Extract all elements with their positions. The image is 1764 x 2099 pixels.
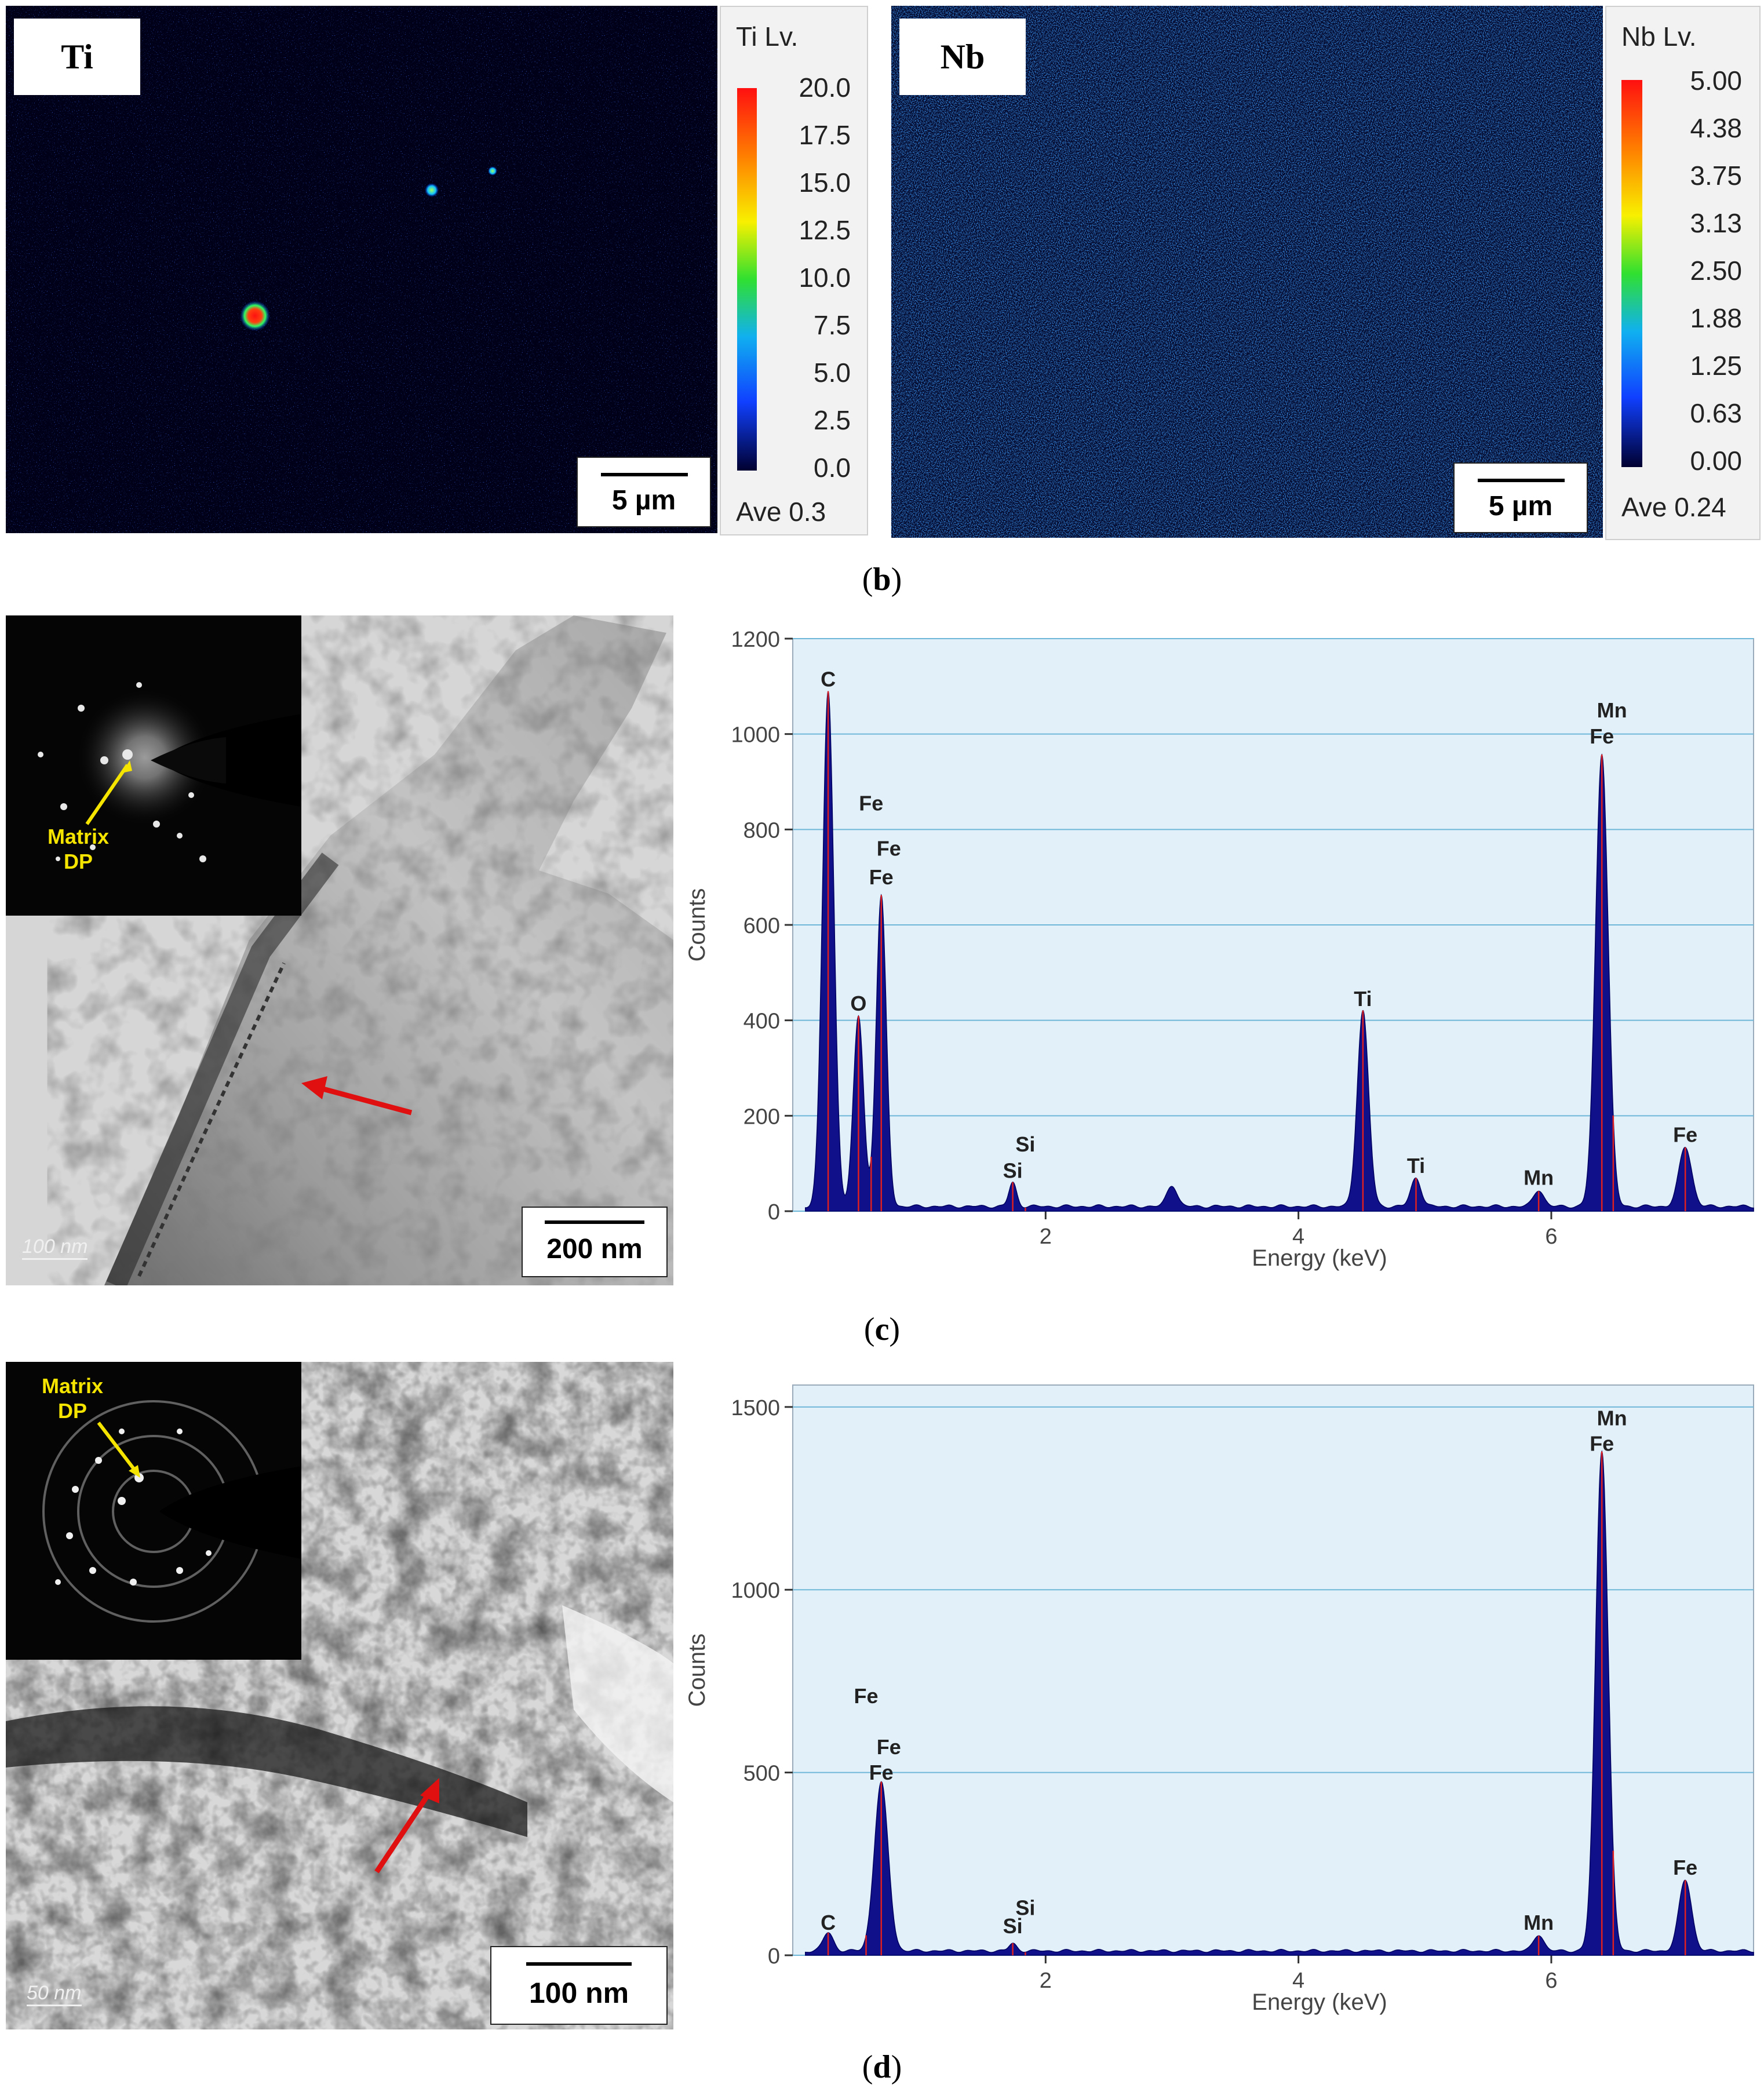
y-axis-label: Counts	[684, 888, 710, 962]
peak-label: Fe	[1673, 1123, 1697, 1147]
ti-average-value: Ave 0.3	[736, 497, 826, 527]
nb-colorbar-tick: 0.63	[1690, 398, 1742, 428]
peak-label: O	[850, 992, 866, 1015]
x-tick-label: 6	[1545, 1969, 1557, 1993]
peak-label: Si	[1015, 1132, 1035, 1156]
x-tick-label: 2	[1040, 1225, 1052, 1249]
sad-inset-d: Matrix DP	[6, 1362, 301, 1660]
sad-inset-c: Matrix DP	[6, 615, 301, 916]
x-tick-label: 4	[1292, 1969, 1304, 1993]
peak-label: Si	[1003, 1158, 1023, 1182]
tem-image-c: Matrix DP 100 nm 200 nm	[6, 615, 673, 1285]
peak-label: C	[821, 667, 836, 691]
peak-label: Ti	[1407, 1154, 1425, 1178]
y-tick-label: 200	[743, 1105, 780, 1129]
x-tick-label: 6	[1545, 1225, 1557, 1249]
peak-label: Fe	[869, 865, 894, 889]
spectrum-series	[805, 1450, 1754, 1956]
ti-colorbar-tick: 15.0	[799, 167, 851, 198]
y-tick-label: 600	[743, 914, 780, 938]
peak-label: Fe	[859, 791, 883, 815]
ti-colorbar-tick: 17.5	[799, 120, 851, 150]
peak-label: C	[821, 1911, 836, 1934]
nb-colorbar-tick: 1.25	[1690, 351, 1742, 381]
scale-bar-d: 100 nm	[490, 1946, 668, 2025]
ti-map-image: Ti 5 µm	[6, 6, 717, 533]
spectrum-series	[805, 691, 1754, 1212]
y-axis-label: Counts	[684, 1634, 710, 1707]
dark-band-d	[6, 1706, 527, 1837]
instrument-scale-c: 100 nm	[22, 1236, 88, 1260]
peak-label: Mn	[1597, 698, 1627, 722]
nb-colorbar-title: Nb Lv.	[1621, 21, 1697, 52]
ti-scale-bar: 5 µm	[577, 457, 711, 527]
ti-colorbar-tick: 5.0	[814, 358, 851, 388]
red-arrow-d	[374, 1778, 439, 1874]
peak-label: Si	[1015, 1896, 1035, 1920]
peak-label: Ti	[1354, 987, 1372, 1011]
tem-image-d: Matrix DP 50 nm 100 nm	[6, 1362, 673, 2029]
ti-colorbar-tick: 20.0	[799, 72, 851, 103]
y-tick-label: 0	[768, 1200, 780, 1225]
eds-spectrum-c: 0 200 400 600 800 1000 1200 2 4 6 Energy (keV) Coun…	[675, 615, 1758, 1285]
ti-colorbar-tick: 7.5	[814, 310, 851, 340]
peak-label: Mn	[1524, 1911, 1554, 1934]
peak-label: Si	[1003, 1914, 1023, 1938]
y-tick-label: 1200	[731, 628, 780, 652]
nb-colorbar-tick: 4.38	[1690, 113, 1742, 143]
peak-label: Fe	[854, 1684, 879, 1708]
nb-colorbar-tick: 0.00	[1690, 446, 1742, 476]
y-tick-label: 0	[768, 1944, 780, 1969]
matrix-dp-label-c: Matrix DP	[47, 825, 110, 874]
ti-precipitate-spot	[240, 301, 270, 331]
caption-b: (b)	[862, 562, 902, 597]
nb-colorbar-tick: 3.75	[1690, 161, 1742, 191]
scale-bar-c: 200 nm	[522, 1207, 668, 1277]
y-tick-label: 500	[743, 1762, 780, 1786]
nb-map-image: Nb 5 µm	[891, 6, 1603, 538]
peak-label: Mn	[1524, 1166, 1554, 1190]
caption-c: (c)	[863, 1311, 901, 1347]
nb-element-label: Nb	[899, 19, 1026, 95]
y-tick-label: 1500	[731, 1396, 780, 1420]
y-tick-label: 1000	[731, 1579, 780, 1603]
ti-colorbar-tick: 10.0	[799, 263, 851, 293]
red-arrow-c	[301, 1076, 413, 1116]
x-axis-label: Energy (keV)	[1252, 1989, 1387, 2015]
peak-label: Mn	[1597, 1406, 1627, 1430]
peak-label: Fe	[1590, 1432, 1614, 1456]
y-tick-label: 800	[743, 818, 780, 843]
x-tick-label: 4	[1292, 1225, 1304, 1249]
peak-label: Fe	[877, 1735, 901, 1759]
ti-element-label: Ti	[14, 19, 140, 95]
nb-average-value: Ave 0.24	[1621, 492, 1726, 522]
ti-colorbar-tick: 2.5	[814, 405, 851, 435]
nb-scale-bar: 5 µm	[1453, 462, 1588, 533]
nb-colorbar-tick: 1.88	[1690, 303, 1742, 333]
ti-colorbar-gradient	[737, 88, 757, 471]
y-tick-label: 1000	[731, 723, 780, 748]
x-tick-label: 2	[1040, 1969, 1052, 1993]
nb-colorbar-gradient	[1621, 80, 1642, 467]
caption-d: (d)	[862, 2049, 902, 2085]
peak-label: Fe	[869, 1761, 894, 1784]
nb-colorbar-tick: 5.00	[1690, 65, 1742, 96]
peak-label: Fe	[1673, 1856, 1697, 1879]
ti-colorbar-tick: 0.0	[814, 453, 851, 483]
nb-colorbar-tick: 3.13	[1690, 208, 1742, 238]
ti-colorbar-tick: 12.5	[799, 215, 851, 245]
ti-colorbar-title: Ti Lv.	[736, 21, 799, 52]
ti-colorbar-panel: Ti Lv. 20.0 17.5 15.0 12.5 10.0 7.5 5.0 …	[720, 6, 868, 535]
x-axis-label: Energy (keV)	[1252, 1245, 1387, 1271]
y-tick-label: 400	[743, 1010, 780, 1034]
instrument-scale-d: 50 nm	[27, 1982, 82, 2006]
nb-colorbar-panel: Nb Lv. 5.00 4.38 3.75 3.13 2.50 1.88 1.2…	[1605, 6, 1761, 540]
matrix-dp-label-d: Matrix DP	[41, 1374, 104, 1423]
nb-colorbar-tick: 2.50	[1690, 256, 1742, 286]
peak-label: Fe	[1590, 724, 1614, 748]
peak-label: Fe	[877, 837, 901, 861]
